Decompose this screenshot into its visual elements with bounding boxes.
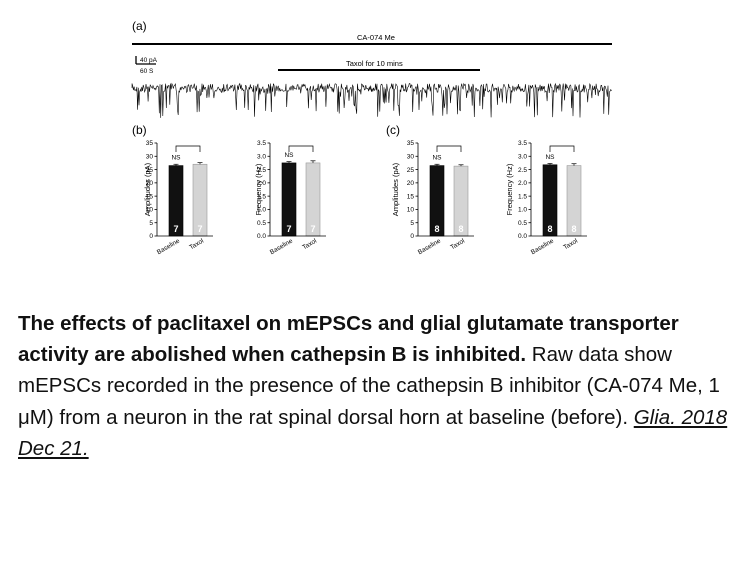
ns-label: NS <box>284 152 294 159</box>
y-tick-label: 20 <box>146 180 154 187</box>
y-tick-label: 10 <box>146 207 154 214</box>
y-tick-label: 2.0 <box>518 180 527 187</box>
y-tick-label: 15 <box>407 193 415 200</box>
x-tick-label: Baseline <box>156 237 181 256</box>
x-tick-label: Baseline <box>269 237 294 256</box>
n-label: 8 <box>547 224 552 234</box>
y-tick-label: 1.5 <box>518 193 527 200</box>
y-tick-label: 3.5 <box>257 140 266 147</box>
significance-bracket <box>288 145 314 152</box>
y-tick-label: 1.0 <box>518 207 527 214</box>
y-tick-label: 2.5 <box>518 167 527 174</box>
panel-a-label: (a) <box>132 19 147 33</box>
y-tick-label: 20 <box>407 180 415 187</box>
n-label: 8 <box>458 224 463 234</box>
x-tick-label: Taxol <box>301 237 318 251</box>
y-axis-label: Amplitudes (pA) <box>143 162 152 216</box>
x-tick-label: Baseline <box>417 237 442 256</box>
significance-bracket <box>436 145 462 152</box>
y-tick-label: 25 <box>146 167 154 174</box>
ns-label: NS <box>432 155 442 162</box>
y-tick-label: 1.0 <box>257 207 266 214</box>
y-tick-label: 30 <box>407 153 415 160</box>
y-tick-label: 3.0 <box>257 153 266 160</box>
y-axis-label: Amplitudes (pA) <box>391 162 400 216</box>
scale-bar: 40 pA 60 S <box>135 56 158 75</box>
ns-label: NS <box>545 154 555 161</box>
mepsc-trace <box>131 82 612 118</box>
n-label: 8 <box>571 224 576 234</box>
n-label: 7 <box>197 224 202 234</box>
y-tick-label: 30 <box>146 153 154 160</box>
y-tick-label: 0.0 <box>257 233 266 240</box>
x-tick-label: Taxol <box>188 237 205 251</box>
x-tick-label: Baseline <box>530 237 555 256</box>
y-tick-label: 15 <box>146 193 154 200</box>
figure-caption: The effects of paclitaxel on mEPSCs and … <box>18 308 753 464</box>
x-tick-label: Taxol <box>449 237 466 251</box>
frequency-chart-b: 0.0 0.5 1.0 1.5 2.0 2.5 3.0 3.5 Frequency (Hz) 7 B… <box>254 140 326 256</box>
y-tick-label: 35 <box>146 140 154 147</box>
significance-bracket <box>549 145 575 152</box>
frequency-chart-c: 0.0 0.5 1.0 1.5 2.0 2.5 3.0 3.5 Frequency (Hz) 8 B… <box>505 140 587 256</box>
y-tick-label: 5 <box>410 220 414 227</box>
n-label: 7 <box>173 224 178 234</box>
y-tick-label: 0 <box>149 233 153 240</box>
figure: (a) CA-074 Me 40 pA 60 S Taxol for 10 mi… <box>131 19 612 256</box>
n-label: 8 <box>434 224 439 234</box>
y-tick-label: 0.0 <box>518 233 527 240</box>
y-tick-label: 35 <box>407 140 415 147</box>
y-tick-label: 1.5 <box>257 193 266 200</box>
drug-bar-label: CA-074 Me <box>357 33 395 42</box>
treatment-bar-label: Taxol for 10 mins <box>346 59 403 68</box>
y-tick-label: 3.0 <box>518 153 527 160</box>
y-tick-label: 0 <box>410 233 414 240</box>
scale-bar-x-label: 60 S <box>140 68 154 75</box>
x-tick-label: Taxol <box>562 237 579 251</box>
y-tick-label: 5 <box>149 220 153 227</box>
trace-line <box>131 82 612 118</box>
y-tick-label: 0.5 <box>518 220 527 227</box>
y-tick-label: 3.5 <box>518 140 527 147</box>
significance-bracket <box>175 145 201 152</box>
caption-citation[interactable]: Glia. 2018 Dec 21. <box>18 405 728 460</box>
n-label: 7 <box>310 224 315 234</box>
caption-title: The effects of paclitaxel on mEPSCs and … <box>18 312 679 367</box>
y-tick-label: 25 <box>407 167 415 174</box>
scale-bar-y-label: 40 pA <box>140 57 158 64</box>
y-tick-label: 0.5 <box>257 220 266 227</box>
ns-label: NS <box>171 155 181 162</box>
y-tick-label: 2.0 <box>257 180 266 187</box>
panel-b-label: (b) <box>132 123 147 137</box>
y-tick-label: 10 <box>407 207 415 214</box>
caption-body: Raw data show mEPSCs recorded in the pre… <box>18 343 720 429</box>
n-label: 7 <box>286 224 291 234</box>
y-tick-label: 2.5 <box>257 167 266 174</box>
y-axis-label: Frequency (Hz) <box>505 163 514 215</box>
y-axis-label: Frequency (Hz) <box>254 163 263 215</box>
panel-c-label: (c) <box>386 123 400 137</box>
